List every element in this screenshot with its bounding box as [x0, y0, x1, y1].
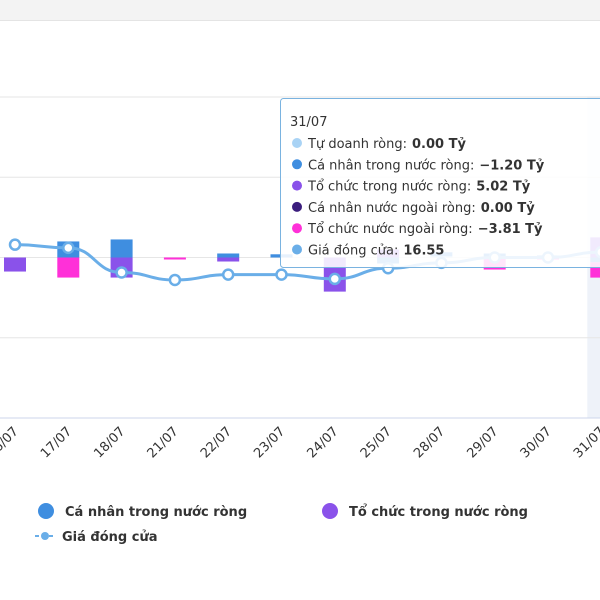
tooltip-value: 0.00 Tỷ	[481, 201, 535, 216]
x-tick-label: 31/07	[571, 424, 600, 461]
tooltip-row: Tổ chức trong nước ròng: 5.02 Tỷ	[307, 180, 531, 195]
tooltip: 31/07 Tự doanh ròng: 0.00 Tỷ Cá nhân trong …	[280, 98, 600, 268]
price-marker	[8, 238, 22, 251]
x-tick-label: 23/07	[251, 424, 288, 461]
tooltip-row: Cá nhân trong nước ròng: −1.20 Tỷ	[308, 158, 545, 173]
legend-label: Giá đóng cửa	[62, 530, 157, 545]
price-marker	[62, 241, 75, 255]
tooltip-row: Tổ chức nước ngoài ròng: −3.81 Tỷ	[307, 222, 543, 237]
x-tick-label: 29/07	[464, 424, 501, 461]
tooltip-value: 0.00 Tỷ	[412, 137, 466, 152]
tooltip-dot	[292, 244, 302, 255]
x-tick-label: 28/07	[411, 424, 448, 461]
tooltip-dot	[292, 138, 302, 148]
price-marker	[328, 272, 342, 286]
tooltip-value: 5.02 Tỷ	[476, 180, 530, 195]
tooltip-title: 31/07	[290, 115, 327, 130]
tooltip-row: Cá nhân nước ngoài ròng: 0.00 Tỷ	[308, 201, 535, 216]
x-tick-label: 22/07	[198, 424, 235, 461]
top-shade	[0, 0, 600, 20]
tooltip-dot	[292, 201, 302, 212]
legend-marker	[38, 503, 54, 519]
tooltip-label: Giá đóng cửa:	[308, 244, 398, 259]
x-tick-label: 24/07	[305, 424, 342, 461]
tooltip-label: Cá nhân nước ngoài ròng:	[308, 201, 476, 216]
legend-marker	[41, 532, 49, 540]
tooltip-label: Tự doanh ròng:	[307, 137, 407, 152]
legend-label: Tổ chức trong nước ròng	[349, 504, 528, 520]
tooltip-label: Tổ chức trong nước ròng:	[307, 180, 471, 195]
bar	[110, 239, 133, 258]
tooltip-value: −1.20 Tỷ	[479, 158, 544, 173]
bar	[217, 257, 240, 262]
tooltip-dot	[292, 223, 302, 234]
x-tick-label: 18/07	[91, 424, 128, 461]
tooltip-box	[280, 98, 600, 268]
tooltip-dot	[292, 180, 302, 191]
bar	[57, 257, 80, 278]
x-tick-label: 21/07	[145, 424, 182, 461]
tooltip-label: Cá nhân trong nước ròng:	[308, 158, 474, 173]
x-tick-label: 30/07	[518, 424, 555, 461]
tooltip-row: Giá đóng cửa: 16.55	[308, 244, 444, 259]
bar	[4, 257, 26, 272]
price-marker	[168, 273, 182, 287]
price-marker	[275, 268, 288, 281]
bar	[217, 253, 240, 258]
tooltip-row: Tự doanh ròng: 0.00 Tỷ	[307, 137, 466, 152]
x-tick-label: 17/07	[38, 424, 75, 461]
x-tick-label: 16/07	[0, 424, 22, 461]
tooltip-value: 16.55	[403, 244, 444, 259]
tooltip-value: −3.81 Tỷ	[478, 222, 543, 237]
bar	[163, 257, 186, 260]
legend-label: Cá nhân trong nước ròng	[65, 505, 247, 520]
x-tick-label: 25/07	[358, 424, 395, 461]
legend-marker	[322, 503, 338, 519]
price-marker	[115, 266, 128, 279]
tooltip-dot	[292, 159, 302, 170]
price-marker	[221, 268, 235, 281]
bar	[590, 262, 600, 278]
tooltip-label: Tổ chức nước ngoài ròng:	[307, 222, 473, 237]
